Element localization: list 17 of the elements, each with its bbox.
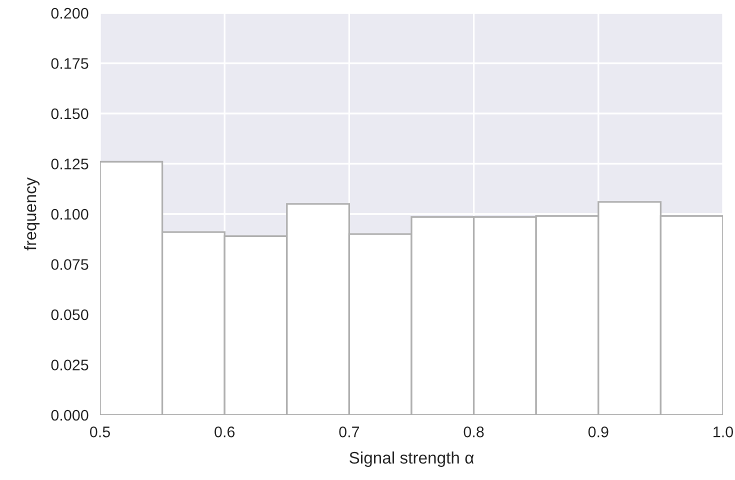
x-tick-label: 0.7 [339, 426, 360, 438]
y-tick-label: 0.025 [51, 360, 88, 370]
x-tick-label: 1.0 [714, 426, 734, 438]
y-axis-title: frequency [24, 177, 40, 250]
x-axis-title: Signal strength α [350, 451, 474, 467]
y-tick-label: 0.125 [51, 158, 88, 170]
x-tick-label: 0.6 [214, 426, 235, 438]
y-tick-label: 0.200 [51, 8, 88, 19]
y-tick-label: 0.100 [51, 208, 88, 220]
y-tick-label: 0.175 [51, 58, 88, 69]
y-tick-label: 0.050 [51, 309, 88, 320]
y-tick-label: 0.150 [51, 108, 88, 120]
y-tick-label: 0.000 [51, 410, 88, 421]
x-tick-label: 0.8 [464, 426, 484, 438]
x-tick-label: 0.5 [90, 426, 110, 438]
x-tick-label: 0.9 [588, 426, 608, 438]
y-tick-label: 0.075 [51, 259, 88, 270]
